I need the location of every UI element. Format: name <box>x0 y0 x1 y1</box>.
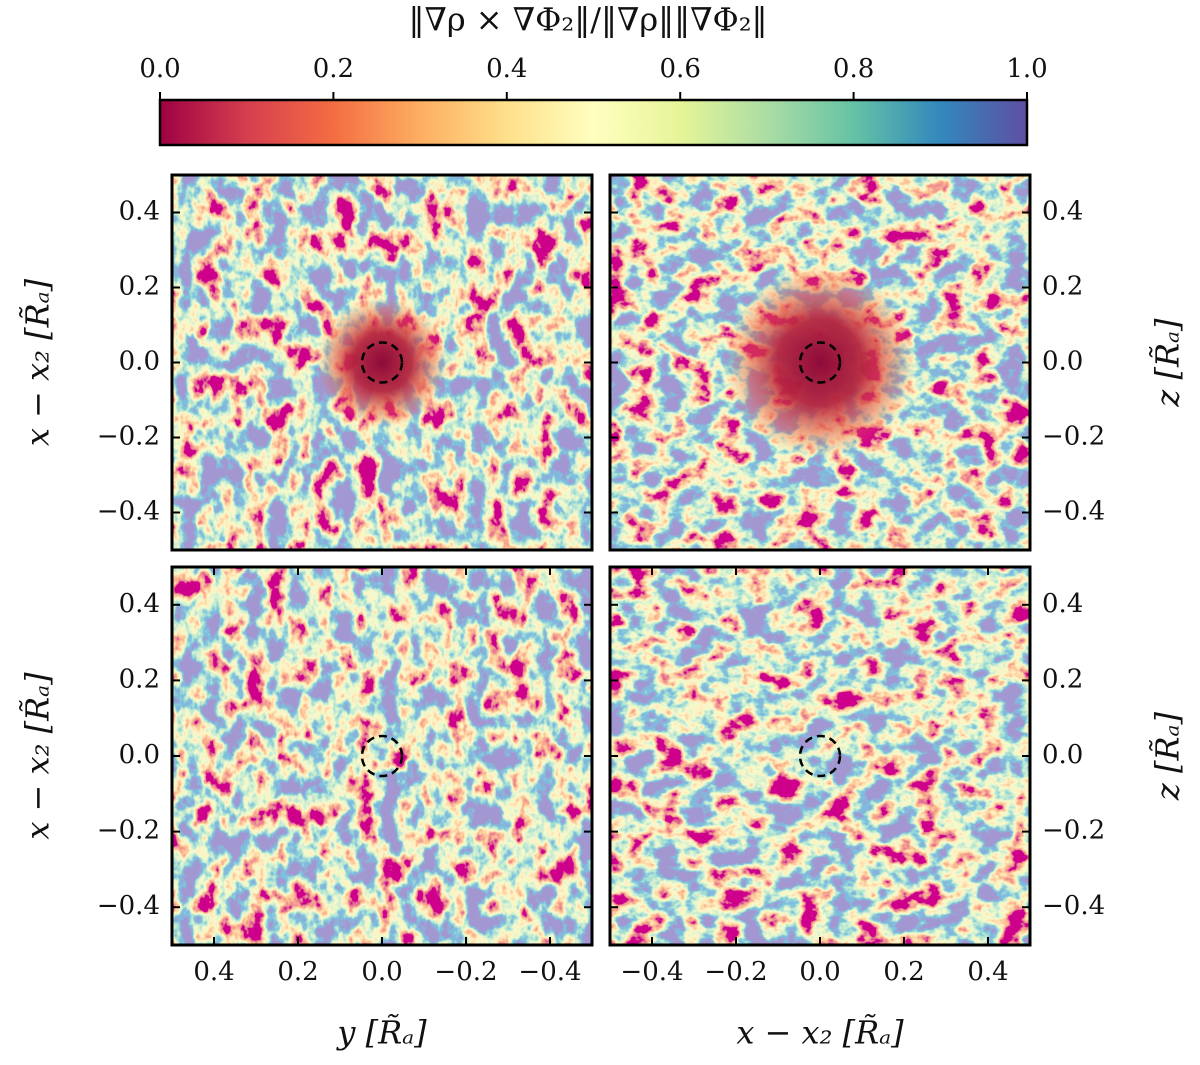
y-tick-label: −0.2 <box>97 422 160 452</box>
colorbar-tick-label: 0.2 <box>313 54 354 84</box>
colorbar-tick-label: 0.0 <box>139 54 180 84</box>
y-axis-label: x − x₂ [R̃ₐ] <box>19 672 57 840</box>
y-tick-label: 0.0 <box>1042 740 1083 770</box>
x-tick-label: 0.4 <box>193 957 234 987</box>
y-tick-label: 0.0 <box>119 347 160 377</box>
y-tick-label: −0.4 <box>1042 497 1105 527</box>
x-tick-label: −0.2 <box>704 957 767 987</box>
y-tick-label: −0.2 <box>1042 422 1105 452</box>
y-tick-label: 0.4 <box>1042 589 1083 619</box>
y-axis-label: z [R̃ₐ] <box>1149 318 1187 408</box>
x-tick-label: −0.4 <box>620 957 683 987</box>
y-tick-label: 0.4 <box>119 589 160 619</box>
y-tick-label: 0.2 <box>119 664 160 694</box>
x-tick-label: 0.0 <box>799 957 840 987</box>
heatmap <box>610 567 1030 945</box>
y-tick-label: 0.2 <box>1042 664 1083 694</box>
x-tick-label: 0.2 <box>883 957 924 987</box>
core-region <box>317 297 447 428</box>
y-tick-label: 0.0 <box>119 740 160 770</box>
core-region <box>725 267 915 458</box>
y-tick-label: −0.2 <box>97 816 160 846</box>
y-tick-label: −0.4 <box>1042 891 1105 921</box>
sink-radius <box>798 341 842 384</box>
y-tick-label: 0.0 <box>1042 347 1083 377</box>
colorbar-tick-label: 0.6 <box>660 54 701 84</box>
y-tick-label: 0.4 <box>1042 197 1083 227</box>
sink-radius <box>360 341 404 384</box>
x-tick-label: 0.4 <box>967 957 1008 987</box>
colorbar-label: ‖∇ρ × ∇Φ₂‖/‖∇ρ‖‖∇Φ₂‖ <box>408 1 767 39</box>
colorbar-tick-label: 0.8 <box>833 54 874 84</box>
sink-radius <box>360 734 404 778</box>
y-tick-label: 0.2 <box>119 272 160 302</box>
y-tick-label: −0.2 <box>1042 816 1105 846</box>
x-tick-label: 0.0 <box>361 957 402 987</box>
x-tick-label: −0.4 <box>518 957 581 987</box>
sink-radius <box>798 734 842 778</box>
x-tick-label: 0.2 <box>277 957 318 987</box>
y-tick-label: −0.4 <box>97 497 160 527</box>
x-tick-label: −0.2 <box>434 957 497 987</box>
y-axis-label: z [R̃ₐ] <box>1149 711 1187 801</box>
heatmap <box>172 567 592 945</box>
colorbar-tick-label: 1.0 <box>1006 54 1047 84</box>
colorbar-tick-label: 0.4 <box>486 54 527 84</box>
colorbar <box>158 98 1029 147</box>
y-tick-label: 0.2 <box>1042 272 1083 302</box>
y-tick-label: −0.4 <box>97 891 160 921</box>
y-axis-label: x − x₂ [R̃ₐ] <box>19 278 57 446</box>
y-tick-label: 0.4 <box>119 197 160 227</box>
x-axis-label: y [R̃ₐ] <box>335 1014 427 1052</box>
x-axis-label: x − x₂ [R̃ₐ] <box>736 1014 904 1052</box>
